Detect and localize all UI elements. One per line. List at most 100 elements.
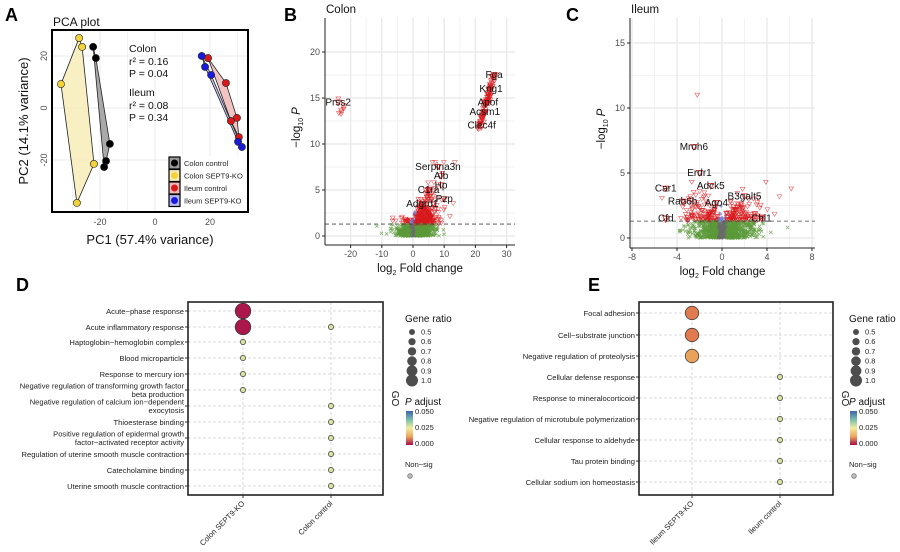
point-ns <box>726 222 731 227</box>
point-sig <box>423 195 430 200</box>
point-sig <box>695 204 702 210</box>
point-ns <box>699 221 704 226</box>
point-ns <box>711 234 716 239</box>
point-ns <box>389 226 394 231</box>
point-sig <box>732 201 738 207</box>
size-legend-dot <box>851 347 861 356</box>
point-p-only <box>720 216 724 221</box>
go-term-label: Acute−phase response <box>106 307 184 316</box>
point-sig <box>727 199 734 204</box>
color-legend-title-text: adjust <box>412 397 442 408</box>
point-sig <box>424 199 431 204</box>
point-sig <box>701 190 708 196</box>
point-sig <box>412 220 419 226</box>
point-sig <box>392 218 399 224</box>
point-ns <box>739 221 744 226</box>
point-sig <box>744 204 751 210</box>
point-ns <box>398 230 403 234</box>
nonsig-legend-dot <box>407 473 413 479</box>
point-ns <box>785 225 790 230</box>
point-ns <box>424 224 428 229</box>
size-legend-dot <box>406 365 418 377</box>
gene-point <box>662 215 670 223</box>
point-ns <box>388 226 393 231</box>
point-sig <box>438 220 445 226</box>
go-term-label: Cellular response to aldehyde <box>535 436 635 445</box>
point-sig <box>338 107 344 113</box>
nonsig-legend-title: Non−sig <box>849 460 877 469</box>
point-ns <box>701 231 706 236</box>
gene-point <box>695 170 704 177</box>
y-tick-label: 0 <box>39 105 49 110</box>
point-sig <box>714 211 721 217</box>
go-term-label: Positive regulation of epidermal growth <box>53 430 184 439</box>
y-tick-label: 20 <box>39 51 49 61</box>
gene-point <box>334 99 342 107</box>
go-dot <box>777 437 783 443</box>
color-bar-label: 0.000 <box>859 439 878 448</box>
point-ns <box>685 232 690 237</box>
gene-point <box>418 200 426 208</box>
color-bar-label: 0.050 <box>859 407 878 416</box>
point-sig <box>431 188 437 194</box>
gene-label: Pzp <box>436 194 454 205</box>
point-sig <box>689 213 695 219</box>
chart-title: PCA plot <box>53 15 100 29</box>
point-ns <box>705 230 710 235</box>
size-legend-label: 0.7 <box>865 347 875 356</box>
point-ns <box>437 233 441 238</box>
color-bar-label: 0.025 <box>415 423 434 432</box>
point-sig <box>436 216 443 222</box>
size-legend-label: 0.5 <box>865 328 875 337</box>
gene-point <box>740 193 749 201</box>
gene-label: Acsm1 <box>469 107 500 118</box>
point-ns <box>753 235 758 240</box>
size-legend-dot <box>851 356 861 366</box>
point-sig <box>694 92 701 98</box>
go-dot <box>777 479 783 485</box>
go-term-label: Negative regulation of microtubule polym… <box>469 415 635 424</box>
size-legend-label: 0.8 <box>865 357 875 366</box>
point-sig <box>422 198 429 204</box>
point-ns <box>715 230 720 235</box>
point-ns <box>698 232 702 237</box>
point-sig <box>484 90 491 96</box>
point-ns <box>710 220 715 225</box>
color-bar-label: 0.025 <box>859 423 878 432</box>
point-sig <box>688 203 695 209</box>
go-dot <box>328 467 334 473</box>
point-p-only <box>409 220 413 224</box>
gene-label: Car1 <box>655 184 677 195</box>
point-sig <box>694 199 701 205</box>
gene-label: C1ra <box>418 185 440 196</box>
go-dot <box>328 435 334 441</box>
point-ns <box>758 227 763 232</box>
volcano-ileum: Ileum Mroh6 Erdr1 Adck5 Car1 Rab6b Ago4B3galt5… <box>596 4 815 280</box>
point-sig <box>487 83 494 89</box>
gene-label: Serpina3n <box>415 162 461 173</box>
point-sig <box>440 207 447 213</box>
point-sig <box>735 217 742 223</box>
gene-label: Rab6b <box>668 197 698 208</box>
point-ns <box>431 224 435 229</box>
x-tick-label: -20 <box>344 249 357 259</box>
point-sig <box>736 217 743 222</box>
point-ns <box>414 225 419 230</box>
x-axis-title-suffix: Fold change <box>396 263 463 275</box>
point-ns <box>442 232 447 237</box>
go-term-label: Regulation of uterine smooth muscle cont… <box>21 450 184 459</box>
x-tick-label: -10 <box>375 249 388 259</box>
point-sig <box>701 193 708 199</box>
point-sig <box>422 206 429 212</box>
panel-letter-e: E <box>588 275 600 295</box>
go-dot <box>684 348 700 364</box>
gene-label: Prss2 <box>325 98 351 109</box>
point-ns <box>705 223 709 228</box>
gene-point <box>757 215 765 223</box>
go-term-label: Negative regulation of calcium ion−depen… <box>30 398 185 407</box>
y-tick-label: 15 <box>615 38 625 48</box>
go-term-label: Thioesterase binding <box>114 418 185 427</box>
point-sig <box>480 110 487 116</box>
point-ns <box>716 219 720 224</box>
point-sig <box>752 218 758 224</box>
